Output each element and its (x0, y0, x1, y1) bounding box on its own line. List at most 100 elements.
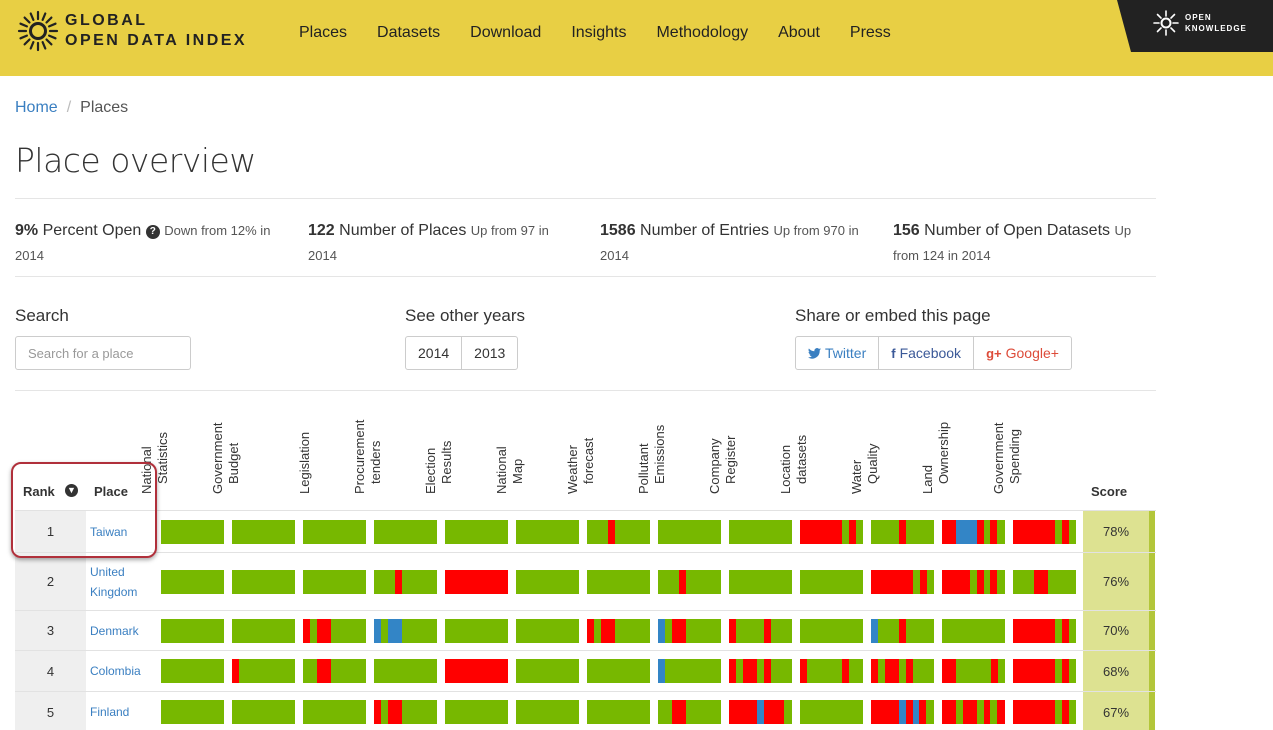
score-bar-legislation[interactable] (303, 519, 366, 544)
score-bar-location-datasets[interactable] (800, 569, 863, 594)
dataset-header-national-statistics[interactable]: National Statistics (139, 398, 213, 494)
score-bar-pollutant-emissions[interactable] (658, 659, 721, 683)
score-bar-procurement-tenders[interactable] (374, 659, 437, 683)
dataset-header-legislation[interactable]: Legislation (297, 398, 355, 494)
sort-down-icon[interactable]: ▼ (65, 484, 78, 497)
score-bar-weather-forecast[interactable] (587, 569, 650, 594)
score-bar-water-quality[interactable] (871, 519, 934, 544)
score-bar-procurement-tenders[interactable] (374, 700, 437, 724)
score-bar-land-ownership[interactable] (942, 700, 1005, 724)
score-bar-company-register[interactable] (729, 700, 792, 724)
place-link-taiwan[interactable]: Taiwan (90, 524, 128, 539)
score-bar-company-register[interactable] (729, 569, 792, 594)
score-bar-land-ownership[interactable] (942, 569, 1005, 594)
score-bar-location-datasets[interactable] (800, 618, 863, 643)
score-bar-national-map[interactable] (516, 519, 579, 544)
score-bar-water-quality[interactable] (871, 569, 934, 594)
dataset-header-weather-forecast[interactable]: Weather forecast (565, 398, 639, 494)
score-bar-election-results[interactable] (445, 659, 508, 683)
place-header[interactable]: Place (94, 484, 128, 499)
score-bar-legislation[interactable] (303, 659, 366, 683)
score-bar-location-datasets[interactable] (800, 700, 863, 724)
score-bar-election-results[interactable] (445, 569, 508, 594)
score-bar-government-budget[interactable] (232, 519, 295, 544)
score-bar-water-quality[interactable] (871, 618, 934, 643)
facebook-share-button[interactable]: f Facebook (878, 336, 975, 370)
score-bar-weather-forecast[interactable] (587, 519, 650, 544)
score-bar-procurement-tenders[interactable] (374, 618, 437, 643)
year-2013-button[interactable]: 2013 (461, 336, 519, 370)
place-link-united-kingdom[interactable]: United Kingdom (90, 564, 138, 599)
score-bar-water-quality[interactable] (871, 700, 934, 724)
search-input[interactable] (15, 336, 191, 370)
nav-datasets[interactable]: Datasets (377, 24, 441, 41)
dataset-header-election-results[interactable]: Election Results (423, 398, 497, 494)
dataset-header-water-quality[interactable]: Water Quality (849, 398, 923, 494)
score-bar-election-results[interactable] (445, 618, 508, 643)
score-bar-legislation[interactable] (303, 618, 366, 643)
score-header[interactable]: Score (1091, 484, 1128, 499)
score-bar-government-spending[interactable] (1013, 569, 1076, 594)
score-bar-pollutant-emissions[interactable] (658, 519, 721, 544)
place-link-colombia[interactable]: Colombia (90, 664, 141, 678)
score-bar-national-statistics[interactable] (161, 618, 224, 643)
score-bar-government-budget[interactable] (232, 618, 295, 643)
score-bar-location-datasets[interactable] (800, 659, 863, 683)
site-logo[interactable]: GLOBAL OPEN DATA INDEX (17, 10, 247, 52)
score-bar-government-spending[interactable] (1013, 519, 1076, 544)
score-bar-legislation[interactable] (303, 569, 366, 594)
score-bar-government-spending[interactable] (1013, 618, 1076, 643)
score-bar-national-map[interactable] (516, 659, 579, 683)
score-bar-land-ownership[interactable] (942, 519, 1005, 544)
score-bar-pollutant-emissions[interactable] (658, 618, 721, 643)
score-bar-government-spending[interactable] (1013, 659, 1076, 683)
google-plus-share-button[interactable]: g+ Google+ (973, 336, 1072, 370)
score-bar-government-spending[interactable] (1013, 700, 1076, 724)
dataset-header-national-map[interactable]: National Map (494, 398, 568, 494)
score-bar-weather-forecast[interactable] (587, 659, 650, 683)
score-bar-national-map[interactable] (516, 569, 579, 594)
score-bar-water-quality[interactable] (871, 659, 934, 683)
dataset-header-procurement-tenders[interactable]: Procurement tenders (352, 398, 426, 494)
score-bar-government-budget[interactable] (232, 659, 295, 683)
twitter-share-button[interactable]: Twitter (795, 336, 880, 370)
year-2014-button[interactable]: 2014 (405, 336, 463, 370)
nav-methodology[interactable]: Methodology (656, 24, 749, 41)
score-bar-weather-forecast[interactable] (587, 618, 650, 643)
score-bar-national-map[interactable] (516, 700, 579, 724)
nav-download[interactable]: Download (470, 24, 542, 41)
score-bar-procurement-tenders[interactable] (374, 519, 437, 544)
score-bar-national-statistics[interactable] (161, 519, 224, 544)
place-link-denmark[interactable]: Denmark (90, 623, 139, 638)
open-knowledge-badge[interactable]: OPEN KNOWLEDGE (1117, 0, 1273, 52)
dataset-header-government-spending[interactable]: Government Spending (991, 398, 1065, 494)
score-bar-election-results[interactable] (445, 700, 508, 724)
nav-press[interactable]: Press (849, 24, 891, 41)
score-bar-company-register[interactable] (729, 659, 792, 683)
score-bar-national-statistics[interactable] (161, 659, 224, 683)
help-icon[interactable]: ? (145, 225, 160, 239)
score-bar-land-ownership[interactable] (942, 659, 1005, 683)
score-bar-national-statistics[interactable] (161, 569, 224, 594)
score-bar-government-budget[interactable] (232, 569, 295, 594)
score-bar-national-statistics[interactable] (161, 700, 224, 724)
score-bar-weather-forecast[interactable] (587, 700, 650, 724)
nav-places[interactable]: Places (299, 24, 348, 41)
score-bar-location-datasets[interactable] (800, 519, 863, 544)
breadcrumb-home[interactable]: Home (15, 99, 58, 116)
score-bar-procurement-tenders[interactable] (374, 569, 437, 594)
score-bar-company-register[interactable] (729, 519, 792, 544)
score-bar-company-register[interactable] (729, 618, 792, 643)
score-bar-pollutant-emissions[interactable] (658, 700, 721, 724)
score-bar-government-budget[interactable] (232, 700, 295, 724)
score-bar-legislation[interactable] (303, 700, 366, 724)
score-bar-election-results[interactable] (445, 519, 508, 544)
dataset-header-land-ownership[interactable]: Land Ownership (920, 398, 994, 494)
nav-insights[interactable]: Insights (571, 24, 627, 41)
rank-header[interactable]: Rank (23, 484, 55, 499)
place-link-finland[interactable]: Finland (90, 705, 130, 719)
dataset-header-pollutant-emissions[interactable]: Pollutant Emissions (636, 398, 710, 494)
score-bar-national-map[interactable] (516, 618, 579, 643)
dataset-header-government-budget[interactable]: Government Budget (210, 398, 284, 494)
score-bar-land-ownership[interactable] (942, 618, 1005, 643)
